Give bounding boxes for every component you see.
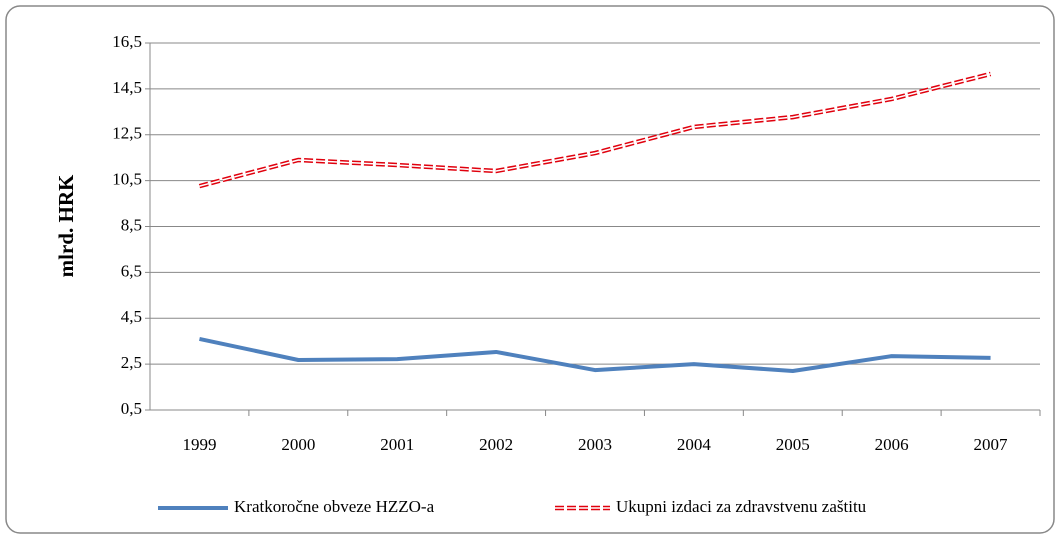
x-tick-label: 2007: [974, 435, 1009, 454]
x-tick-label: 2005: [776, 435, 810, 454]
y-tick-label: 8,5: [121, 215, 142, 234]
y-tick-label: 14,5: [112, 78, 142, 97]
x-tick-label: 2006: [875, 435, 909, 454]
y-tick-label: 0,5: [121, 399, 142, 418]
y-tick-label: 6,5: [121, 261, 142, 280]
y-tick-label: 4,5: [121, 307, 142, 326]
chart-frame: [5, 5, 1055, 534]
x-tick-label: 1999: [182, 435, 216, 454]
legend-label: Ukupni izdaci za zdravstvenu zaštitu: [616, 497, 867, 516]
y-tick-label: 10,5: [112, 170, 142, 189]
y-tick-label: 2,5: [121, 353, 142, 372]
y-axis-label: mlrd. HRK: [54, 174, 78, 277]
line: [199, 336, 991, 374]
x-tick-label: 2004: [677, 435, 712, 454]
line-inner: [199, 73, 991, 187]
y-tick-label: 12,5: [112, 124, 142, 143]
x-tick-label: 2003: [578, 435, 612, 454]
x-tick-label: 2001: [380, 435, 414, 454]
y-tick-label: 16,5: [112, 32, 142, 51]
x-tick-label: 2000: [281, 435, 315, 454]
x-tick-label: 2002: [479, 435, 513, 454]
legend-label: Kratkoročne obveze HZZO-a: [234, 497, 435, 516]
